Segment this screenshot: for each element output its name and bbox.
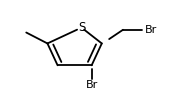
Text: S: S <box>78 21 85 34</box>
Text: Br: Br <box>85 80 98 90</box>
Text: Br: Br <box>145 25 157 35</box>
